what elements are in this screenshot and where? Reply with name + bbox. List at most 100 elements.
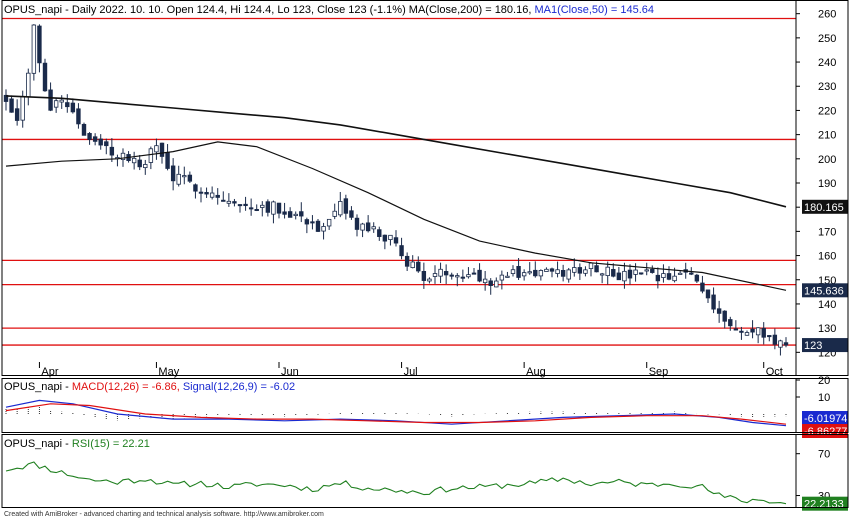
candle-body [176,173,181,185]
price-value-badges: 180.165 145.636 123 [802,199,848,353]
price-badge-2-bg [802,338,848,353]
candle-body [343,198,349,214]
y-tick-label: 210 [818,130,836,142]
rsi-line [5,461,787,505]
candle-body [354,217,360,230]
candle-body [488,280,493,286]
candle-body [700,282,705,292]
candle-body [59,99,64,103]
candle-body [148,148,154,163]
candle-body [449,274,454,277]
candle-body [14,108,20,121]
candle-body [755,327,761,336]
candle-body [382,234,388,242]
candle-body [260,204,265,208]
y-tick-label: 130 [818,323,836,335]
candle-body [616,272,622,281]
candle-body [81,123,87,136]
candle-body [248,207,254,210]
macd-title: OPUS_napi - MACD(12,26) = -6.86, Signal(… [4,381,295,393]
y-tick-label: 240 [818,57,836,69]
candle-body [70,102,76,113]
x-tick-label: May [158,366,179,378]
candle-body [304,219,310,225]
candle-body [583,269,588,274]
candle-body [315,220,321,232]
y-tick-label: 10 [818,392,830,404]
candle-body [599,273,605,276]
candle-body [466,274,471,278]
candle-body [527,271,532,274]
y-tick-label: 200 [818,154,836,166]
candle-body [243,203,248,207]
candle-body [566,269,571,280]
candle-body [427,278,432,282]
candle-body [672,275,677,282]
candle-body [65,102,70,108]
ma50-line [5,141,787,291]
candle-body [109,146,115,156]
candle-body [3,94,9,102]
candle-body [299,211,304,217]
candle-body [622,270,627,282]
candle-body [271,201,276,215]
candle-body [661,273,666,278]
candle-body [477,269,482,282]
candle-body [287,211,293,218]
rsi-badge-0-text: 22.2133 [804,499,844,511]
candle-body [31,24,37,74]
candle-body [198,191,204,194]
signal-line [5,403,787,425]
candle-body [360,223,365,231]
candle-body [421,271,427,281]
axis-frame-0 [795,0,849,376]
candle-body [633,269,638,275]
candle-body [594,265,599,273]
candle-body [42,62,48,92]
price-badge-0-bg [802,199,848,214]
candle-body [655,274,661,282]
macd-badge-1: -6.86277 [802,424,848,438]
candle-body [767,335,772,338]
candle-body [722,310,727,322]
y-tick-label: 220 [818,105,836,117]
candle-body [26,72,31,98]
candle-body [137,159,142,168]
candle-body [482,278,488,284]
candle-body [92,136,98,142]
candle-body [215,194,220,198]
candle-body [627,269,633,279]
x-tick-label: Apr [41,366,58,378]
footer-credit: Created with AmiBroker - advanced charti… [4,511,324,518]
candle-body [689,272,694,275]
candle-body [226,200,232,204]
candle-body [677,272,683,275]
candle-body [544,268,549,272]
candle-body [399,245,404,257]
candle-body [772,334,778,345]
candle-body [499,274,505,281]
rsi-badge-0: 22.2133 [802,496,848,511]
price-badge-1-text: 145.636 [804,285,844,297]
candle-body [644,269,649,272]
candle-body [120,152,126,160]
candle-body [761,327,766,338]
candle-body [221,199,226,202]
candle-body [131,157,137,164]
x-tick-label: Jun [281,366,299,378]
candle-body [588,262,594,269]
macd-value-badges: -6.01974-6.86277 [802,411,848,438]
candle-body [572,267,577,273]
candle-body [505,275,510,278]
candle-body [209,192,215,198]
candle-body [510,269,516,274]
candle-body [728,319,733,327]
price-badge-0-text: 180.165 [804,202,844,214]
macd-histogram [5,406,787,421]
candle-body [650,268,655,273]
candle-body [438,268,443,277]
candle-body [711,294,716,310]
candle-body [87,133,92,140]
